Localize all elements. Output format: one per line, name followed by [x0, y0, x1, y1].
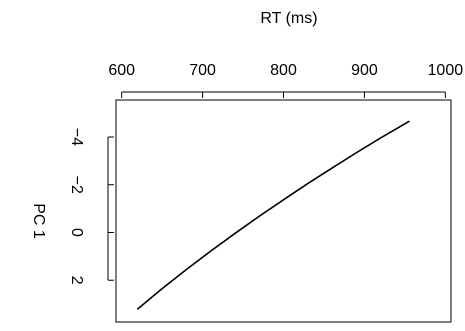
y-tick-label: 0 — [68, 228, 85, 237]
x-tick-label: 900 — [351, 62, 378, 79]
x-tick-label: 600 — [108, 62, 135, 79]
series-line — [137, 120, 410, 310]
x-tick-label: 700 — [189, 62, 216, 79]
y-tick-label: −2 — [68, 176, 85, 194]
x-tick-label: 800 — [270, 62, 297, 79]
y-tick-label: 2 — [68, 276, 85, 285]
y-axis-label: PC 1 — [30, 203, 47, 239]
x-tick-label: 1000 — [428, 62, 464, 79]
y-tick-label: −4 — [68, 128, 85, 146]
x-axis-label: RT (ms) — [260, 10, 317, 27]
plot-frame — [115, 99, 452, 323]
